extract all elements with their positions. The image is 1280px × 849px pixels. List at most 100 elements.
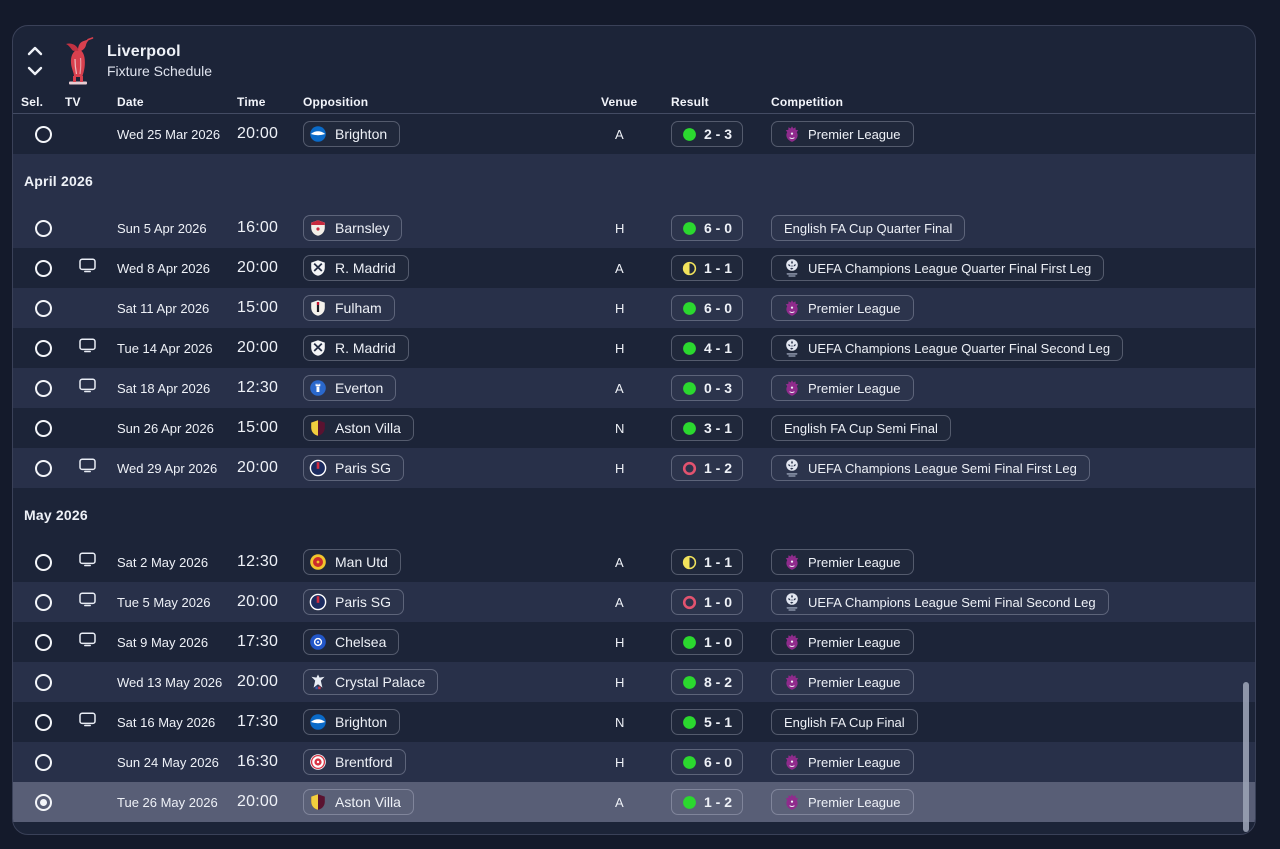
opposition-link[interactable]: Brighton xyxy=(303,709,401,735)
competition-cell: English FA Cup Final xyxy=(771,709,1255,735)
result-link[interactable]: 6 - 0 xyxy=(671,215,744,241)
result-link[interactable]: 2 - 3 xyxy=(671,121,744,147)
opposition-link[interactable]: Barnsley xyxy=(303,215,403,241)
opposition-link[interactable]: Paris SG xyxy=(303,589,405,615)
result-link[interactable]: 1 - 1 xyxy=(671,255,744,281)
competition-link[interactable]: Premier League xyxy=(771,295,914,321)
tv-cell xyxy=(65,458,111,478)
chevron-up-icon xyxy=(27,44,43,59)
fixture-row[interactable]: Sat 18 Apr 2026 12:30 Everton A 0 - 3 Pr… xyxy=(13,368,1255,408)
select-radio[interactable] xyxy=(34,379,52,397)
fixture-time: 20:00 xyxy=(237,673,279,690)
competition-link[interactable]: Premier League xyxy=(771,749,914,775)
result-cell: 3 - 1 xyxy=(671,415,771,441)
next-team-button[interactable] xyxy=(25,64,45,78)
liverpool-crest-icon[interactable] xyxy=(61,35,95,87)
result-link[interactable]: 6 - 0 xyxy=(671,295,744,321)
result-link[interactable]: 8 - 2 xyxy=(671,669,744,695)
competition-link[interactable]: Premier League xyxy=(771,121,914,147)
result-link[interactable]: 6 - 0 xyxy=(671,749,744,775)
result-link[interactable]: 0 - 3 xyxy=(671,375,744,401)
select-radio[interactable] xyxy=(34,713,52,731)
result-link[interactable]: 1 - 2 xyxy=(671,455,744,481)
opposition-link[interactable]: Chelsea xyxy=(303,629,400,655)
opposition-cell: Paris SG xyxy=(303,589,597,615)
scrollbar-thumb[interactable] xyxy=(1243,682,1249,832)
opposition-link[interactable]: R. Madrid xyxy=(303,335,409,361)
select-radio[interactable] xyxy=(34,593,52,611)
competition-link[interactable]: Premier League xyxy=(771,669,914,695)
competition-link[interactable]: Premier League xyxy=(771,789,914,815)
fixture-row[interactable]: Wed 25 Mar 2026 20:00 Brighton A 2 - 3 P… xyxy=(13,114,1255,154)
fixture-row[interactable]: Wed 13 May 2026 20:00 Crystal Palace H 8… xyxy=(13,662,1255,702)
fixture-row[interactable]: Sat 9 May 2026 17:30 Chelsea H 1 - 0 Pre… xyxy=(13,622,1255,662)
opposition-link[interactable]: Brentford xyxy=(303,749,406,775)
result-score: 1 - 1 xyxy=(704,554,733,570)
select-radio[interactable] xyxy=(34,459,52,477)
fixture-row[interactable]: Sun 5 Apr 2026 16:00 Barnsley H 6 - 0 En… xyxy=(13,208,1255,248)
competition-link[interactable]: UEFA Champions League Quarter Final Seco… xyxy=(771,335,1124,361)
fixture-row[interactable]: Sun 26 Apr 2026 15:00 Aston Villa N 3 - … xyxy=(13,408,1255,448)
competition-link[interactable]: UEFA Champions League Semi Final Second … xyxy=(771,589,1109,615)
select-radio[interactable] xyxy=(34,553,52,571)
opposition-link[interactable]: Paris SG xyxy=(303,455,405,481)
select-radio[interactable] xyxy=(34,219,52,237)
opposition-cell: Brighton xyxy=(303,709,597,735)
result-cell: 6 - 0 xyxy=(671,215,771,241)
fixture-row[interactable]: Tue 26 May 2026 20:00 Aston Villa A 1 - … xyxy=(13,782,1255,822)
fixture-row[interactable]: Sat 2 May 2026 12:30 Man Utd A 1 - 1 Pre… xyxy=(13,542,1255,582)
result-cell: 8 - 2 xyxy=(671,669,771,695)
result-link[interactable]: 4 - 1 xyxy=(671,335,744,361)
competition-link[interactable]: English FA Cup Quarter Final xyxy=(771,215,966,241)
tv-icon xyxy=(79,258,96,278)
select-radio[interactable] xyxy=(34,793,52,811)
result-link[interactable]: 3 - 1 xyxy=(671,415,744,441)
result-score: 1 - 0 xyxy=(704,634,733,650)
result-link[interactable]: 1 - 0 xyxy=(671,589,744,615)
competition-link[interactable]: Premier League xyxy=(771,375,914,401)
competition-link[interactable]: Premier League xyxy=(771,629,914,655)
sel-cell xyxy=(13,793,65,811)
select-radio[interactable] xyxy=(34,259,52,277)
select-radio[interactable] xyxy=(34,299,52,317)
opposition-link[interactable]: Fulham xyxy=(303,295,395,321)
opposition-link[interactable]: Crystal Palace xyxy=(303,669,439,695)
opposition-link[interactable]: Brighton xyxy=(303,121,401,147)
tv-icon xyxy=(79,458,96,478)
select-radio[interactable] xyxy=(34,125,52,143)
fixture-row[interactable]: Tue 5 May 2026 20:00 Paris SG A 1 - 0 UE… xyxy=(13,582,1255,622)
opposition-cell: Chelsea xyxy=(303,629,597,655)
opposition-link[interactable]: Aston Villa xyxy=(303,789,414,815)
select-radio[interactable] xyxy=(34,419,52,437)
competition-link[interactable]: English FA Cup Semi Final xyxy=(771,415,951,441)
opposition-link[interactable]: Aston Villa xyxy=(303,415,414,441)
opposition-name: Brentford xyxy=(335,754,393,770)
fixture-row[interactable]: Sat 16 May 2026 17:30 Brighton N 5 - 1 E… xyxy=(13,702,1255,742)
previous-team-button[interactable] xyxy=(25,44,45,58)
fixture-row[interactable]: Sun 24 May 2026 16:30 Brentford H 6 - 0 … xyxy=(13,742,1255,782)
crystal-palace-crest-icon xyxy=(309,673,327,691)
result-link[interactable]: 1 - 0 xyxy=(671,629,744,655)
competition-link[interactable]: UEFA Champions League Quarter Final Firs… xyxy=(771,255,1105,281)
opposition-link[interactable]: R. Madrid xyxy=(303,255,409,281)
competition-link[interactable]: Premier League xyxy=(771,549,914,575)
fixture-row[interactable]: Sat 11 Apr 2026 15:00 Fulham H 6 - 0 Pre… xyxy=(13,288,1255,328)
venue: H xyxy=(615,220,625,236)
select-radio[interactable] xyxy=(34,339,52,357)
fixture-time: 20:00 xyxy=(237,339,279,356)
result-link[interactable]: 5 - 1 xyxy=(671,709,744,735)
select-radio[interactable] xyxy=(34,673,52,691)
fixture-row[interactable]: Tue 14 Apr 2026 20:00 R. Madrid H 4 - 1 … xyxy=(13,328,1255,368)
opposition-link[interactable]: Everton xyxy=(303,375,397,401)
select-radio[interactable] xyxy=(34,753,52,771)
fixture-row[interactable]: Wed 29 Apr 2026 20:00 Paris SG H 1 - 2 U… xyxy=(13,448,1255,488)
select-radio[interactable] xyxy=(34,633,52,651)
result-link[interactable]: 1 - 2 xyxy=(671,789,744,815)
competition-link[interactable]: English FA Cup Final xyxy=(771,709,918,735)
fixture-row[interactable]: Wed 8 Apr 2026 20:00 R. Madrid A 1 - 1 U… xyxy=(13,248,1255,288)
result-link[interactable]: 1 - 1 xyxy=(671,549,744,575)
venue: H xyxy=(615,340,625,356)
opposition-link[interactable]: Man Utd xyxy=(303,549,401,575)
result-win-icon xyxy=(682,715,697,730)
competition-link[interactable]: UEFA Champions League Semi Final First L… xyxy=(771,455,1090,481)
